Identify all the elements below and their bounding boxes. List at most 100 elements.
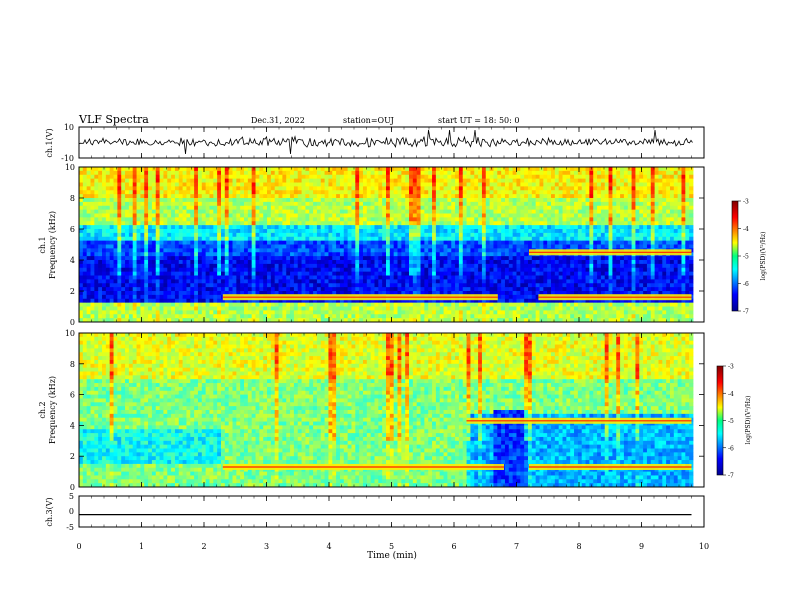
spectrogram-cell: [274, 221, 279, 226]
spectrogram-cell: [220, 318, 226, 323]
spectrogram-cell: [94, 186, 99, 191]
spectrogram-cell: [339, 291, 345, 296]
spectrogram-cell: [270, 291, 276, 296]
spectrogram-cell: [102, 201, 107, 207]
spectrogram-cell: [439, 209, 444, 214]
spectrogram-cell: [178, 232, 184, 238]
spectrogram-cell: [159, 275, 164, 280]
spectrogram-cell: [313, 236, 318, 242]
spectrogram-cell: [432, 256, 437, 261]
spectrogram-cell: [159, 232, 164, 238]
spectrogram-cell: [451, 236, 456, 242]
spectrogram-cell: [255, 209, 260, 214]
spectrogram-cell: [359, 182, 364, 187]
spectrogram-cell: [539, 229, 544, 234]
spectrogram-cell: [305, 194, 310, 199]
spectrogram-cell: [493, 256, 498, 261]
spectrogram-cell: [117, 256, 122, 261]
spectrogram-cell: [324, 170, 329, 176]
spectrogram-cell: [259, 291, 264, 296]
spectrogram-cell: [105, 194, 111, 199]
spectrogram-cell: [213, 201, 218, 207]
spectrogram-cell: [105, 279, 111, 284]
spectrogram-cell: [393, 248, 398, 253]
spectrogram-cell: [389, 287, 395, 292]
spectrogram-cell: [412, 256, 418, 261]
spectrogram-cell: [151, 291, 157, 296]
spectrogram-cell: [213, 213, 218, 218]
spectrogram-cell: [504, 198, 510, 203]
spectrogram-cell: [178, 263, 184, 269]
spectrogram-cell: [320, 310, 325, 315]
spectrogram-cell: [182, 182, 187, 187]
spectrogram-cell: [178, 294, 184, 300]
spectrogram-cell: [508, 232, 514, 238]
spectrogram-cell: [267, 248, 272, 253]
spectrogram-cell: [309, 236, 314, 242]
spectrogram-cell: [247, 310, 253, 315]
spectrogram-cell: [332, 244, 337, 249]
spectrogram-cell: [117, 209, 122, 214]
spectrogram-cell: [132, 287, 137, 292]
spectrogram-cell: [481, 170, 487, 176]
spectrogram-cell: [201, 213, 207, 218]
spectrogram-cell: [462, 240, 467, 245]
spectrogram-cell: [132, 252, 137, 257]
spectrogram-cell: [424, 271, 429, 276]
spectrogram-cell: [79, 256, 84, 261]
spectrogram-cell: [554, 256, 560, 261]
spectrogram-cell: [267, 225, 272, 230]
spectrogram-cell: [409, 252, 414, 257]
spectrogram-cell: [167, 298, 172, 304]
spectrogram-cell: [293, 178, 299, 183]
spectrogram-cell: [366, 275, 372, 280]
spectrogram-cell: [474, 310, 479, 315]
spectrogram-cell: [240, 213, 245, 218]
spectrogram-cell: [451, 205, 456, 211]
spectrogram-cell: [539, 217, 544, 222]
spectrogram-cell: [178, 209, 184, 214]
spectrogram-cell: [186, 240, 191, 245]
spectrogram-cell: [362, 217, 368, 222]
spectrogram-cell: [320, 205, 325, 211]
spectrogram-cell: [305, 170, 310, 176]
spectrogram-cell: [109, 267, 114, 273]
spectrogram-cell: [351, 190, 356, 195]
spectrogram-cell: [205, 194, 210, 199]
spectrogram-cell: [386, 225, 391, 230]
spectrogram-cell: [228, 314, 233, 319]
spectrogram-cell: [382, 263, 387, 269]
spectrogram-cell: [263, 190, 268, 195]
spectrogram-cell: [405, 167, 410, 172]
spectrogram-cell: [255, 213, 260, 218]
spectrogram-cell: [86, 287, 91, 292]
spectrogram-cell: [512, 302, 517, 307]
spectrogram-cell: [547, 240, 552, 245]
spectrogram-cell: [251, 240, 256, 245]
spectrogram-cell: [236, 291, 241, 296]
spectrogram-cell: [140, 306, 145, 311]
spectrogram-cell: [117, 298, 122, 304]
spectrogram-cell: [290, 306, 295, 311]
spectrogram-cell: [159, 310, 164, 315]
spectrogram-cell: [240, 221, 245, 226]
spectrogram-cell: [102, 275, 107, 280]
spectrogram-cell: [313, 178, 318, 183]
spectrogram-cell: [293, 209, 299, 214]
spectrogram-cell: [320, 190, 325, 195]
spectrogram-cell: [347, 248, 352, 253]
spectrogram-cell: [301, 186, 306, 191]
spectrogram-cell: [209, 170, 214, 176]
spectrogram-cell: [194, 275, 199, 280]
spectrogram-cell: [121, 306, 126, 311]
spectrogram-cell: [370, 236, 375, 242]
spectrogram-cell: [205, 190, 210, 195]
spectrogram-cell: [343, 182, 349, 187]
spectrogram-cell: [224, 256, 230, 261]
spectrogram-cell: [328, 244, 333, 249]
spectrogram-cell: [290, 252, 295, 257]
spectrogram-cell: [443, 318, 448, 323]
spectrogram-cell: [466, 209, 471, 214]
spectrogram-cell: [86, 263, 91, 269]
spectrogram-cell: [481, 267, 487, 273]
